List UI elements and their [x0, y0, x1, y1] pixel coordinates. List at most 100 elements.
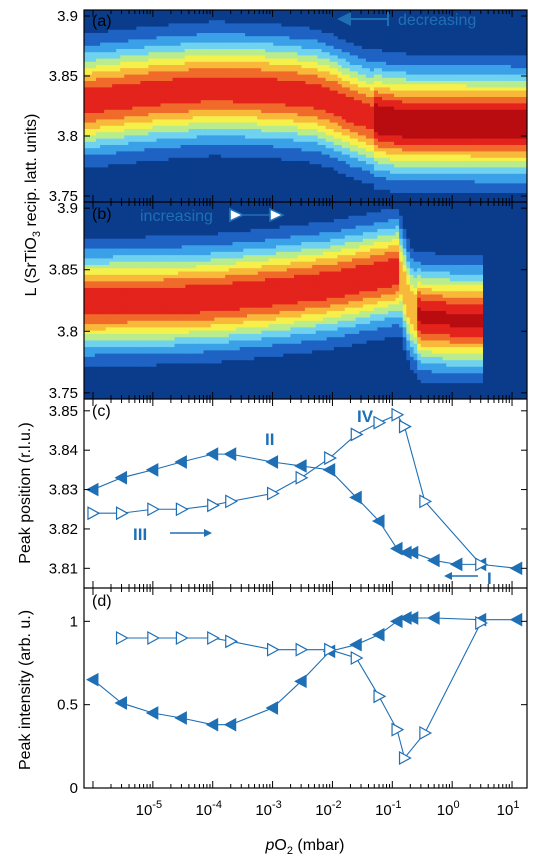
- heatmap-cell: [349, 54, 355, 59]
- heatmap-cell: [261, 141, 266, 145]
- heatmap-cell: [297, 83, 303, 88]
- heatmap-cell: [406, 118, 411, 123]
- heatmap-cell: [160, 186, 166, 190]
- heatmap-cell: [414, 22, 419, 27]
- heatmap-cell: [160, 16, 166, 21]
- heatmap-cell: [192, 125, 198, 129]
- heatmap-cell: [365, 70, 371, 75]
- heatmap-cell: [293, 192, 299, 197]
- heatmap-cell: [188, 141, 194, 145]
- heatmap-cell: [180, 77, 186, 81]
- heatmap-cell: [357, 173, 363, 177]
- heatmap-cell: [361, 51, 367, 56]
- heatmap-cell: [273, 90, 278, 94]
- heatmap-cell: [285, 77, 290, 81]
- heatmap-cell: [104, 198, 109, 202]
- heatmap-cell: [192, 154, 198, 158]
- heatmap-cell: [216, 106, 222, 110]
- heatmap-cell: [369, 99, 375, 104]
- heatmap-cell: [390, 102, 395, 107]
- heatmap-cell: [204, 189, 210, 193]
- heatmap-cell: [341, 42, 347, 46]
- heatmap-cell: [208, 32, 214, 37]
- heatmap-cell: [349, 19, 355, 24]
- heatmap-cell: [293, 19, 299, 24]
- heatmap-cell: [386, 90, 391, 94]
- heatmap-cell: [329, 106, 335, 110]
- heatmap-cell: [365, 186, 371, 190]
- heatmap-cell: [382, 147, 387, 152]
- heatmap-cell: [273, 144, 278, 149]
- heatmap-cell: [204, 93, 210, 97]
- heatmap-cell: [321, 163, 327, 168]
- heatmap-cell: [241, 54, 246, 59]
- heatmap-cell: [301, 138, 307, 142]
- heatmap-cell: [216, 19, 222, 24]
- heatmap-cell: [402, 32, 407, 37]
- heatmap-cell: [361, 32, 367, 37]
- heatmap-cell: [124, 96, 129, 101]
- heatmap-cell: [341, 138, 347, 142]
- heatmap-cell: [277, 157, 282, 161]
- heatmap-cell: [365, 128, 371, 133]
- heatmap-cell: [386, 61, 391, 65]
- heatmap-cell: [212, 80, 218, 85]
- heatmap-cell: [398, 22, 403, 27]
- heatmap-cell: [357, 77, 363, 81]
- heatmap-cell: [357, 176, 363, 181]
- heatmap-cell: [390, 86, 395, 91]
- heatmap-cell: [140, 179, 146, 184]
- heatmap-cell: [341, 99, 347, 104]
- heatmap-cell: [204, 115, 210, 120]
- heatmap-cell: [398, 86, 403, 91]
- heatmap-cell: [277, 67, 282, 72]
- heatmap-cell: [212, 90, 218, 94]
- heatmap-cell: [414, 147, 419, 152]
- heatmap-cell: [176, 64, 182, 69]
- heatmap-cell: [204, 122, 210, 126]
- heatmap-cell: [406, 67, 411, 72]
- heatmap-cell: [253, 38, 258, 43]
- heatmap-cell: [116, 93, 121, 97]
- heatmap-cell: [172, 93, 178, 97]
- heatmap-cell: [249, 16, 254, 21]
- heatmap-cell: [140, 26, 146, 30]
- heatmap-cell: [257, 179, 262, 184]
- heatmap-cell: [208, 80, 214, 85]
- heatmap-cell: [261, 51, 266, 56]
- heatmap-cell: [369, 115, 375, 120]
- heatmap-cell: [321, 96, 327, 101]
- heatmap-cell: [301, 128, 307, 133]
- heatmap-cell: [321, 26, 327, 30]
- heatmap-cell: [345, 118, 351, 123]
- heatmap-cell: [204, 102, 210, 107]
- heatmap-cell: [144, 35, 150, 40]
- heatmap-cell: [337, 195, 343, 200]
- heatmap-cell: [313, 147, 319, 152]
- heatmap-cell: [132, 160, 137, 165]
- heatmap-cell: [349, 131, 355, 136]
- heatmap-cell: [402, 118, 407, 123]
- heatmap-cell: [357, 45, 363, 49]
- heatmap-cell: [406, 154, 411, 158]
- heatmap-cell: [333, 173, 339, 177]
- heatmap-cell: [208, 61, 214, 65]
- heatmap-cell: [257, 64, 262, 69]
- heatmap-cell: [180, 192, 186, 197]
- heatmap-cell: [136, 192, 141, 197]
- heatmap-cell: [104, 48, 109, 53]
- heatmap-cell: [168, 48, 174, 53]
- heatmap-cell: [261, 118, 266, 123]
- heatmap-cell: [333, 163, 339, 168]
- heatmap-cell: [180, 51, 186, 56]
- heatmap-cell: [196, 64, 202, 69]
- heatmap-cell: [297, 26, 303, 30]
- heatmap-cell: [337, 90, 343, 94]
- heatmap-cell: [253, 109, 258, 113]
- heatmap-cell: [313, 22, 319, 27]
- heatmap-cell: [204, 170, 210, 174]
- heatmap-cell: [337, 51, 343, 56]
- heatmap-cell: [293, 198, 299, 202]
- heatmap-cell: [208, 74, 214, 78]
- heatmap-cell: [116, 61, 121, 65]
